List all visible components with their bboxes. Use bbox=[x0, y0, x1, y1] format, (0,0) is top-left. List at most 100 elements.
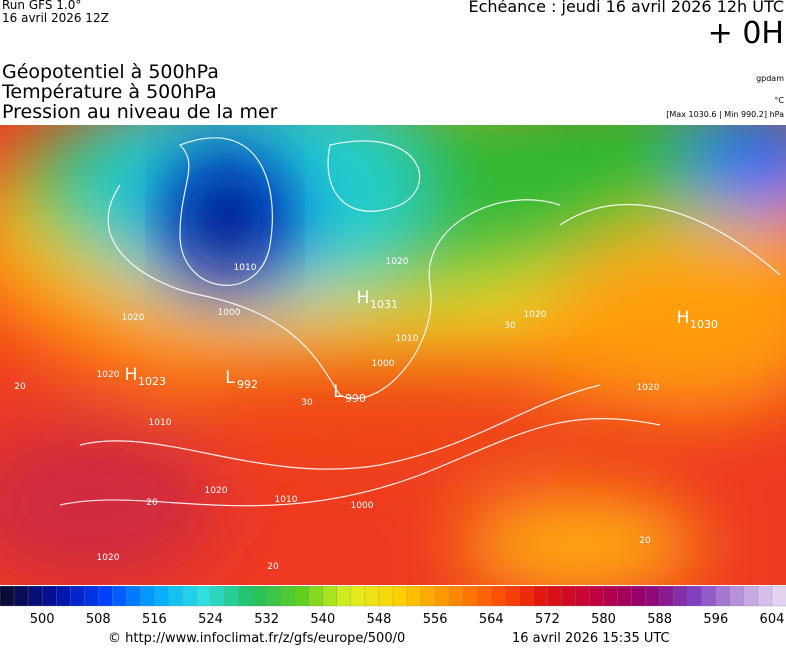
system-value: 990 bbox=[345, 392, 366, 405]
colorbar-swatch bbox=[182, 586, 198, 607]
map: 1010 1020 1020 1000 1010 1000 1020 1020 1010 1020… bbox=[0, 125, 786, 585]
unit: gpdam bbox=[756, 74, 784, 83]
system-value: 992 bbox=[237, 378, 258, 391]
isobar-label: 1000 bbox=[372, 359, 395, 369]
colorbar-swatch bbox=[112, 586, 127, 607]
system-letter: H bbox=[125, 365, 138, 385]
echeance: Echéance : jeudi 16 avril 2026 12h UTC bbox=[468, 0, 784, 16]
colorbar-swatch bbox=[210, 586, 226, 607]
isobar-label: 1020 bbox=[386, 257, 409, 267]
colorbar-label: 572 bbox=[535, 612, 560, 626]
colorbar-swatch bbox=[280, 586, 296, 607]
system-letter: H bbox=[677, 308, 690, 328]
isobar-label: 1010 bbox=[396, 334, 419, 344]
colorbar-swatch bbox=[406, 586, 422, 607]
colorbar-label: 564 bbox=[479, 612, 504, 626]
colorbar-swatch bbox=[27, 586, 43, 607]
colorbar-swatch bbox=[252, 586, 268, 607]
colorbar-swatch bbox=[364, 586, 380, 607]
system-value: 1031 bbox=[370, 298, 398, 311]
colorbar-swatch bbox=[743, 586, 759, 607]
colorbar-label: 516 bbox=[142, 612, 167, 626]
system-value: 1023 bbox=[138, 375, 166, 388]
colorbar-swatch bbox=[266, 586, 282, 607]
footer-url: © http://www.infoclimat.fr/z/gfs/europe/… bbox=[108, 631, 406, 646]
colorbar-swatch bbox=[378, 586, 394, 607]
isobar-label: 20 bbox=[267, 562, 279, 572]
colorbar-swatch bbox=[0, 586, 15, 607]
colorbar-swatch bbox=[505, 586, 520, 607]
footer-stamp: 16 avril 2026 15:35 UTC bbox=[512, 631, 670, 646]
colorbar-swatch bbox=[322, 586, 338, 607]
colorbar-label: 548 bbox=[367, 612, 392, 626]
colorbar-swatch bbox=[617, 586, 633, 607]
colorbar-swatch bbox=[687, 586, 703, 607]
isobar-label: 1000 bbox=[218, 308, 241, 318]
colorbar-swatch bbox=[547, 586, 563, 607]
colorbar-swatch bbox=[645, 586, 661, 607]
colorbar-swatch bbox=[140, 586, 156, 607]
system-letter: L bbox=[225, 368, 235, 388]
colorbar-swatch bbox=[224, 586, 240, 607]
isobar-label: 1020 bbox=[97, 553, 120, 563]
colorbar-swatch bbox=[477, 586, 492, 607]
colorbar-swatch bbox=[238, 586, 254, 607]
isobar-label: 1020 bbox=[524, 310, 547, 320]
field: Géopotentiel à 500hPa bbox=[2, 61, 219, 83]
isobar-label: 1000 bbox=[351, 501, 374, 511]
isobar-label: 20 bbox=[639, 536, 651, 546]
colorbar-swatch bbox=[575, 586, 591, 607]
system-value: 1030 bbox=[690, 318, 718, 331]
colorbar-swatch bbox=[154, 586, 170, 607]
colorbar-swatch bbox=[533, 586, 549, 607]
colorbar-swatch bbox=[70, 586, 85, 607]
colorbar-swatch bbox=[673, 586, 689, 607]
colorbar-swatch bbox=[13, 586, 29, 607]
isobar-label: 1010 bbox=[275, 495, 298, 505]
system-letter: L bbox=[333, 382, 343, 402]
colorbar-label: 524 bbox=[198, 612, 223, 626]
colorbar-swatch bbox=[757, 586, 773, 607]
offset: + 0H bbox=[707, 16, 784, 51]
isobar-label: 20 bbox=[146, 498, 158, 508]
colorbar-swatch bbox=[771, 586, 786, 607]
colorbar: 500 508 516 524 532 540 548 556 564 572 580 588 596 6… bbox=[0, 586, 786, 626]
colorbar-label: 604 bbox=[760, 612, 785, 626]
colorbar-swatch bbox=[659, 586, 675, 607]
colorbar-swatch bbox=[631, 586, 647, 607]
colorbar-label: 596 bbox=[703, 612, 728, 626]
isobar-label: 30 bbox=[301, 398, 313, 408]
colorbar-swatch bbox=[55, 586, 71, 607]
colorbar-swatch bbox=[336, 586, 352, 607]
colorbar-label: 556 bbox=[423, 612, 448, 626]
colorbar-swatch bbox=[308, 586, 324, 607]
colorbar-label: 508 bbox=[86, 612, 111, 626]
colorbar-swatch bbox=[84, 586, 99, 607]
colorbar-swatch bbox=[98, 586, 113, 607]
colorbar-swatch bbox=[434, 586, 450, 607]
isobar-label: 1010 bbox=[149, 418, 172, 428]
field: Pression au niveau de la mer bbox=[2, 101, 278, 123]
colorbar-swatch bbox=[350, 586, 366, 607]
colorbar-swatch bbox=[603, 586, 619, 607]
run-date: 16 avril 2026 12Z bbox=[2, 11, 109, 25]
colorbar-swatch bbox=[701, 586, 717, 607]
colorbar-swatch bbox=[729, 586, 745, 607]
field: Température à 500hPa bbox=[2, 81, 217, 103]
colorbar-swatch bbox=[589, 586, 605, 607]
unit: °C bbox=[774, 96, 784, 105]
colorbar-swatch bbox=[41, 586, 57, 607]
colorbar-label: 540 bbox=[310, 612, 335, 626]
minmax: [Max 1030.6 | Min 990.2] hPa bbox=[666, 110, 784, 119]
colorbar-swatch bbox=[463, 586, 478, 607]
isobar-label: 20 bbox=[14, 382, 26, 392]
system-letter: H bbox=[357, 288, 370, 308]
isobar-label: 1020 bbox=[205, 486, 228, 496]
isobar-label: 1010 bbox=[234, 263, 257, 273]
isobar-label: 1020 bbox=[97, 370, 120, 380]
isobar-label: 30 bbox=[504, 321, 516, 331]
colorbar-swatch bbox=[126, 586, 142, 607]
colorbar-label: 532 bbox=[254, 612, 279, 626]
isobar-label: 1020 bbox=[637, 383, 660, 393]
